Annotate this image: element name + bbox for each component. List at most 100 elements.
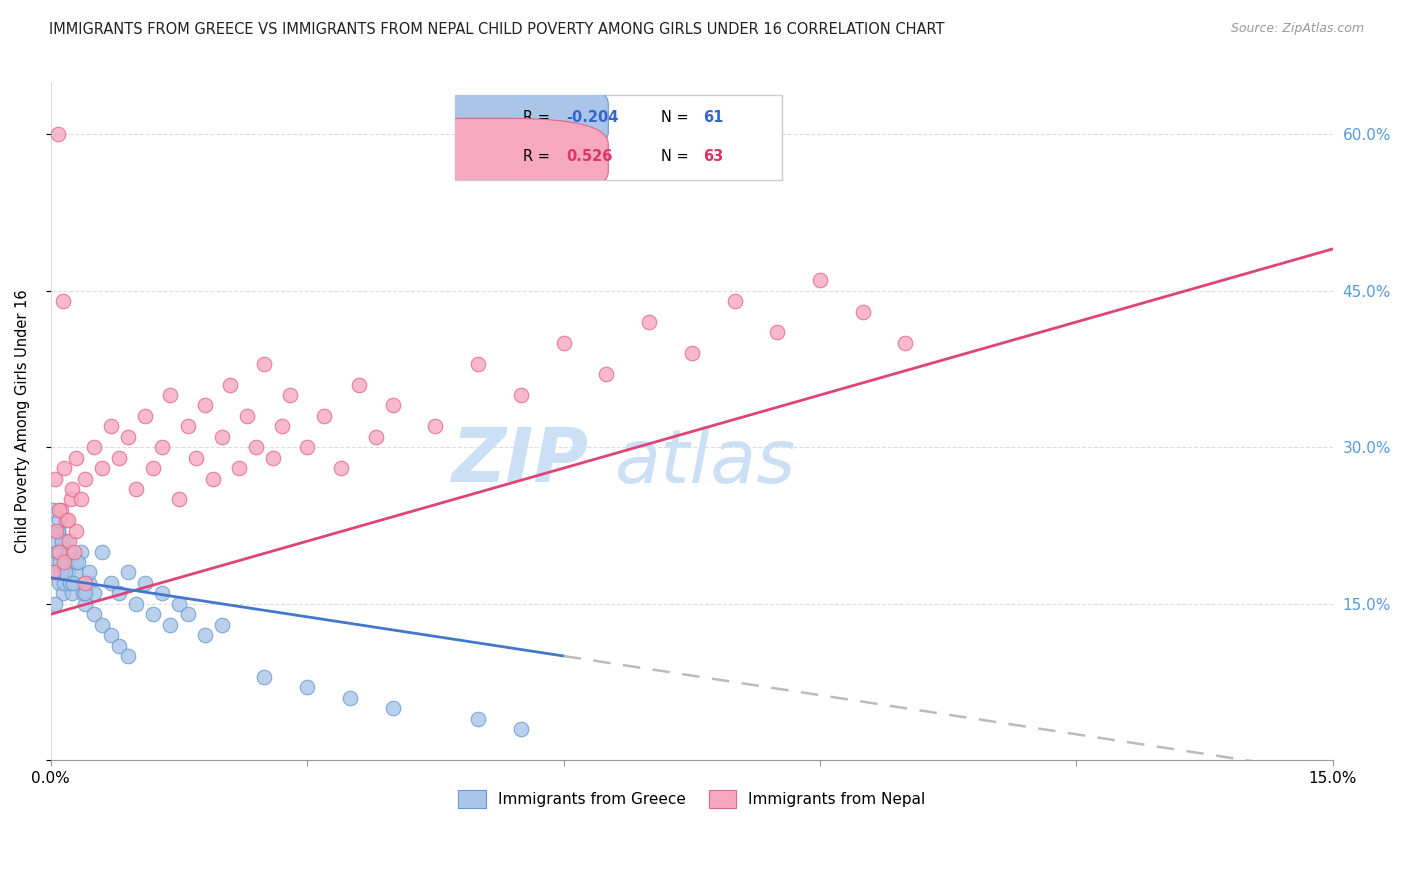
Point — [100, 419, 122, 434]
Point — [467, 712, 489, 726]
Point — [42, 503, 65, 517]
Point — [73, 586, 96, 600]
Point — [45, 566, 67, 580]
Point — [108, 639, 131, 653]
Point — [44, 471, 66, 485]
Point — [56, 513, 79, 527]
Point — [194, 628, 217, 642]
Point — [63, 544, 86, 558]
Text: IMMIGRANTS FROM GREECE VS IMMIGRANTS FROM NEPAL CHILD POVERTY AMONG GIRLS UNDER : IMMIGRANTS FROM GREECE VS IMMIGRANTS FRO… — [49, 22, 945, 37]
Point — [159, 388, 181, 402]
Point — [381, 701, 404, 715]
Point — [56, 555, 79, 569]
Point — [69, 544, 91, 558]
Point — [45, 524, 67, 538]
Point — [48, 544, 70, 558]
Point — [894, 335, 917, 350]
Point — [270, 419, 292, 434]
Point — [73, 597, 96, 611]
Point — [228, 461, 250, 475]
Point — [53, 566, 76, 580]
Point — [73, 471, 96, 485]
Point — [852, 304, 875, 318]
Point — [52, 461, 75, 475]
Point — [509, 388, 531, 402]
Point — [766, 326, 789, 340]
Point — [278, 388, 301, 402]
Text: Source: ZipAtlas.com: Source: ZipAtlas.com — [1230, 22, 1364, 36]
Point — [48, 503, 70, 517]
Point — [49, 503, 72, 517]
Point — [42, 566, 65, 580]
Point — [167, 492, 190, 507]
Point — [65, 566, 87, 580]
Point — [45, 544, 67, 558]
Point — [49, 566, 72, 580]
Point — [48, 544, 70, 558]
Point — [65, 555, 87, 569]
Point — [167, 597, 190, 611]
Point — [69, 492, 91, 507]
Point — [297, 681, 319, 695]
Point — [194, 399, 217, 413]
Point — [108, 450, 131, 465]
Point — [425, 419, 447, 434]
Point — [73, 576, 96, 591]
Point — [48, 513, 70, 527]
Point — [808, 273, 831, 287]
Point — [314, 409, 336, 423]
Point — [142, 607, 165, 622]
Point — [467, 357, 489, 371]
Point — [150, 586, 173, 600]
Point — [117, 648, 139, 663]
Legend: Immigrants from Greece, Immigrants from Nepal: Immigrants from Greece, Immigrants from … — [451, 784, 932, 814]
Point — [55, 544, 77, 558]
Point — [83, 607, 105, 622]
Point — [52, 294, 75, 309]
Point — [52, 576, 75, 591]
Point — [159, 617, 181, 632]
Point — [49, 555, 72, 569]
Point — [723, 294, 745, 309]
Point — [60, 482, 83, 496]
Point — [134, 576, 156, 591]
Point — [59, 576, 82, 591]
Point — [509, 722, 531, 736]
Point — [91, 461, 114, 475]
Point — [46, 524, 69, 538]
Point — [638, 315, 661, 329]
Point — [79, 566, 101, 580]
Point — [211, 617, 233, 632]
Point — [55, 534, 77, 549]
Point — [91, 544, 114, 558]
Point — [56, 566, 79, 580]
Point — [595, 367, 617, 381]
Point — [46, 524, 69, 538]
Point — [339, 690, 361, 705]
Point — [44, 534, 66, 549]
Point — [253, 357, 276, 371]
Point — [51, 534, 73, 549]
Point — [83, 440, 105, 454]
Point — [46, 127, 69, 141]
Point — [65, 450, 87, 465]
Point — [60, 586, 83, 600]
Point — [53, 555, 76, 569]
Point — [142, 461, 165, 475]
Point — [79, 576, 101, 591]
Point — [211, 430, 233, 444]
Point — [58, 534, 80, 549]
Point — [117, 430, 139, 444]
Point — [58, 544, 80, 558]
Point — [52, 555, 75, 569]
Text: atlas: atlas — [614, 425, 796, 498]
Text: ZIP: ZIP — [451, 425, 589, 499]
Point — [125, 597, 148, 611]
Point — [55, 513, 77, 527]
Point — [381, 399, 404, 413]
Y-axis label: Child Poverty Among Girls Under 16: Child Poverty Among Girls Under 16 — [15, 289, 30, 553]
Point — [236, 409, 259, 423]
Point — [330, 461, 353, 475]
Point — [91, 617, 114, 632]
Point — [62, 576, 84, 591]
